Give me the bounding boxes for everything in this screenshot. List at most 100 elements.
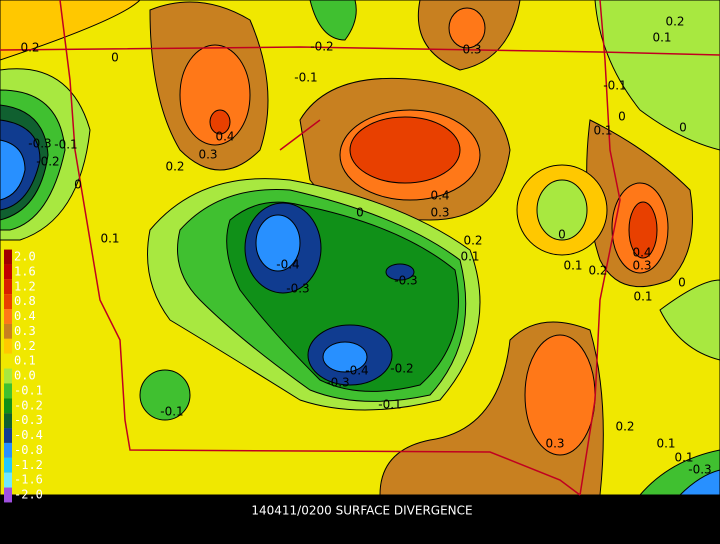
contour-label: 0.2 <box>615 420 634 434</box>
border <box>0 46 720 56</box>
band <box>255 214 301 272</box>
contour-label: 0.4 <box>632 246 651 260</box>
band <box>448 7 486 49</box>
contour-label: 0.1 <box>460 250 479 264</box>
legend-swatch <box>4 338 12 354</box>
band <box>322 341 368 373</box>
contour-label: -0.2 <box>390 362 413 376</box>
legend-label: -0.8 <box>14 443 43 457</box>
legend-swatch <box>4 353 12 369</box>
legend-swatch <box>4 383 12 399</box>
band <box>179 44 251 146</box>
contour-label: 0.3 <box>462 43 481 57</box>
caption: 140411/0200 SURFACE DIVERGENCE <box>251 504 472 518</box>
contour-label: -0.2 <box>310 40 333 54</box>
contour-label: 0.1 <box>652 31 671 45</box>
contour-label: 0.4 <box>430 189 449 203</box>
contour-label: 0 <box>678 276 686 290</box>
contour-label: 0 <box>679 121 687 135</box>
legend-label: -0.3 <box>14 413 43 427</box>
contour-label: 0.2 <box>665 15 684 29</box>
legend-label: -0.4 <box>14 428 43 442</box>
legend-swatch <box>4 487 12 503</box>
legend-label: -2.0 <box>14 488 43 502</box>
band <box>209 109 231 135</box>
contour-label: -0.3 <box>326 376 349 390</box>
contour-label: 0.3 <box>430 206 449 220</box>
legend-label: 0.0 <box>14 369 36 383</box>
band <box>659 279 720 361</box>
contour-label: -0.1 <box>294 71 317 85</box>
legend-swatch <box>4 368 12 384</box>
legend-swatch <box>4 309 12 324</box>
band <box>678 469 720 496</box>
contour-label: 0.3 <box>198 148 217 162</box>
legend-label: 0.4 <box>14 309 36 323</box>
contour-label: -0.2 <box>36 155 59 169</box>
contour-label: -0.3 <box>394 274 417 288</box>
contour-label: 0.2 <box>463 234 482 248</box>
band <box>349 116 461 184</box>
band <box>385 263 415 281</box>
legend-label: -0.2 <box>14 398 43 412</box>
legend-swatch <box>4 413 12 429</box>
legend-label: 1.2 <box>14 279 36 293</box>
contour-label: -0.3 <box>688 463 711 477</box>
contour-label: -0.4 <box>345 364 368 378</box>
legend-label: 0.2 <box>14 339 36 353</box>
state-borders <box>0 0 720 496</box>
contour-label: 0.1 <box>100 232 119 246</box>
contour-label: -0.3 <box>286 282 309 296</box>
band <box>0 139 26 201</box>
legend-swatch <box>4 294 12 310</box>
contour-label: 0.1 <box>633 290 652 304</box>
band <box>628 201 658 259</box>
contour-label: 0 <box>618 110 626 124</box>
contour-label: 0.3 <box>545 437 564 451</box>
legend-label: 0.1 <box>14 354 36 368</box>
contour-label: 0.2 <box>588 264 607 278</box>
band <box>536 179 588 241</box>
legend-label: 1.6 <box>14 264 36 278</box>
contour-label: 0 <box>356 206 364 220</box>
legend-swatch <box>4 457 12 473</box>
band <box>309 0 357 41</box>
contour-label: 0.1 <box>674 451 693 465</box>
legend-swatch <box>4 442 12 458</box>
border <box>579 0 621 496</box>
legend-swatch <box>4 472 12 488</box>
contour-label: -0.1 <box>603 79 626 93</box>
legend-label: -1.6 <box>14 473 43 487</box>
contour-label: 0 <box>558 228 566 242</box>
contour-label: 0.2 <box>20 41 39 55</box>
legend-label: -1.2 <box>14 458 43 472</box>
border <box>279 119 321 151</box>
contour-label: 0.1 <box>593 124 612 138</box>
legend-label: 2.0 <box>14 250 36 264</box>
band <box>594 0 720 151</box>
legend-swatch <box>4 279 12 295</box>
border <box>59 0 581 496</box>
contour-label: 0.3 <box>632 259 651 273</box>
contour-label: -0.3 <box>28 137 51 151</box>
contour-label: -0.1 <box>378 398 401 412</box>
legend-label: 0.3 <box>14 324 36 338</box>
contour-label: 0.4 <box>215 130 234 144</box>
contour-label: 0 <box>111 51 119 65</box>
contour-label: 0 <box>74 178 82 192</box>
contour-label: -0.4 <box>276 258 299 272</box>
legend-swatch <box>4 323 12 339</box>
legend-swatch <box>4 428 12 443</box>
legend-label: 0.8 <box>14 294 36 308</box>
contour-label: 0.2 <box>165 160 184 174</box>
legend-swatch <box>4 249 12 265</box>
contour-label: -0.1 <box>160 405 183 419</box>
contour-label: 0.1 <box>563 259 582 273</box>
legend-swatch <box>4 264 12 280</box>
divergence-field <box>0 0 720 496</box>
contour-label: 0.1 <box>656 437 675 451</box>
band <box>139 369 191 421</box>
contour-label: -0.1 <box>54 138 77 152</box>
legend-swatch <box>4 398 12 414</box>
